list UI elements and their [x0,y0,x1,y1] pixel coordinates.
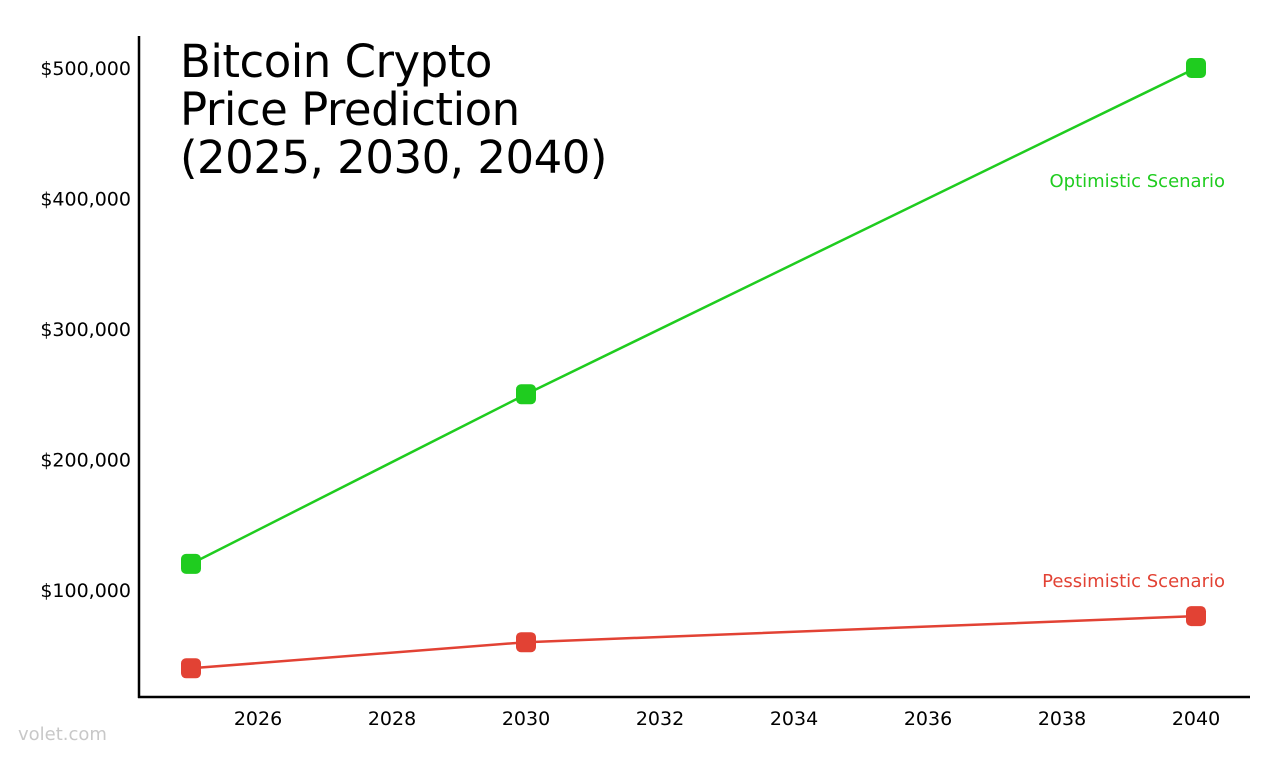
chart-title-line-2: Price Prediction [180,83,520,136]
x-tick-label: 2026 [234,708,282,730]
chart-title: Bitcoin Crypto Price Prediction (2025, 2… [180,38,607,182]
chart-axes [137,36,1250,699]
x-tick-label: 2040 [1172,708,1220,730]
data-point-marker [181,658,201,679]
data-point-marker [516,632,536,653]
watermark: volet.com [18,724,107,745]
data-point-marker [516,384,536,405]
series-line-pessimistic [190,614,1197,670]
y-tick-label: $400,000 [40,189,131,211]
y-tick-label: $500,000 [40,58,131,80]
data-point-marker [1186,606,1206,627]
chart-title-line-3: (2025, 2030, 2040) [180,131,607,184]
chart-title-line-1: Bitcoin Crypto [180,35,492,88]
x-tick-label: 2036 [904,708,952,730]
x-tick-label: 2038 [1038,708,1086,730]
x-axis-ticks: 2026 2028 2030 2032 2034 2036 2038 2040 [234,708,1220,730]
x-tick-label: 2030 [502,708,550,730]
x-tick-label: 2032 [636,708,684,730]
data-point-marker [181,553,201,574]
y-tick-label: $100,000 [40,580,131,602]
optimistic-scenario-label: Optimistic Scenario [1050,171,1226,192]
y-tick-label: $200,000 [40,450,131,472]
y-axis-ticks: $100,000 $200,000 $300,000 $400,000 $500,000 [40,58,131,602]
x-tick-label: 2028 [368,708,416,730]
x-tick-label: 2034 [770,708,818,730]
pessimistic-scenario-label: Pessimistic Scenario [1042,571,1225,592]
series-labels: Optimistic Scenario Pessimistic Scenario [1042,171,1225,592]
data-point-marker [1186,58,1206,78]
y-tick-label: $300,000 [40,319,131,341]
chart-series [181,58,1206,679]
